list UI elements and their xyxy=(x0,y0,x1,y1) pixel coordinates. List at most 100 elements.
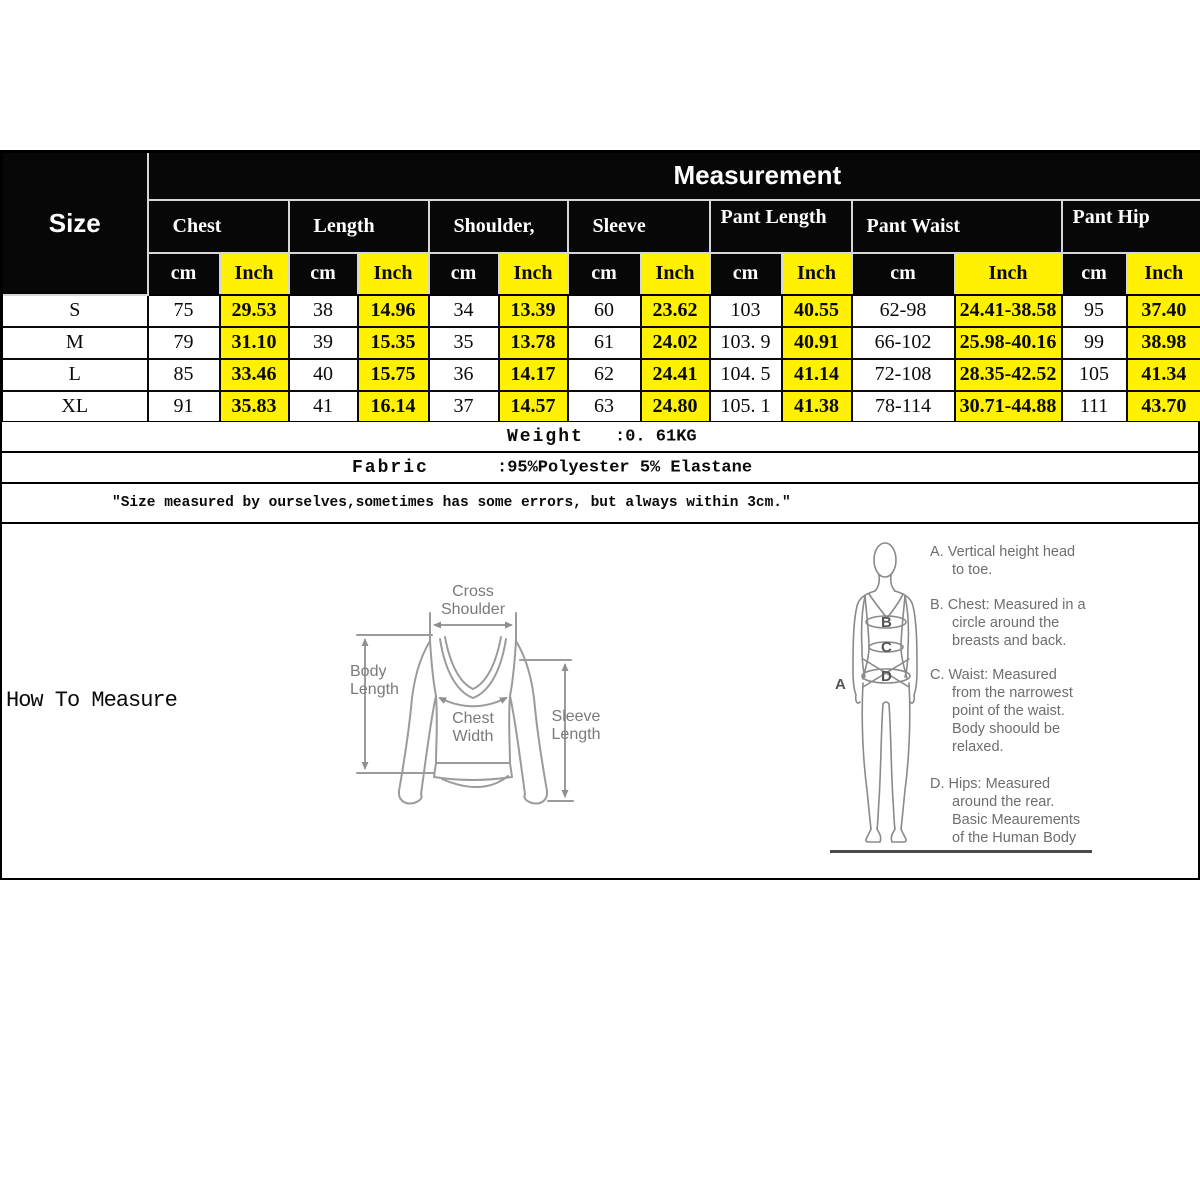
inch-value-cell: 15.35 xyxy=(356,325,430,360)
weight-value: :0. 61KG xyxy=(615,427,697,446)
cm-value-cell: 63 xyxy=(566,389,642,424)
size-value: L xyxy=(0,357,149,392)
table-row-s: S 75 29.53 38 14.96 34 13.39 60 23.62 10… xyxy=(0,293,1200,328)
fabric-value: :95%Polyester 5% Elastane xyxy=(497,458,753,477)
size-note: ″Size measured by ourselves,sometimes ha… xyxy=(112,495,791,511)
inch-value-cell: 15.75 xyxy=(356,357,430,392)
how-to-measure-section: How To Measure xyxy=(0,524,1200,880)
cm-value-cell: 105. 1 xyxy=(708,389,783,424)
cm-value-cell: 103 xyxy=(708,293,783,328)
inch-value-cell: 16.14 xyxy=(356,389,430,424)
figure-point-c: C xyxy=(881,639,892,656)
annotation-b: B. Chest: Measured in a circle around th… xyxy=(930,596,1110,650)
group-header-chest: Chest xyxy=(146,198,290,254)
cm-value-cell: 62-98 xyxy=(850,293,956,328)
cm-value-cell: 41 xyxy=(287,389,359,424)
inch-value-cell: 40.91 xyxy=(780,325,853,360)
annotation-line: point of the waist. xyxy=(952,703,1065,719)
cm-value-cell: 36 xyxy=(427,357,500,392)
annotation-line: around the rear. xyxy=(952,794,1055,810)
inch-value-cell: 31.10 xyxy=(218,325,290,360)
cm-value-cell: 72-108 xyxy=(850,357,956,392)
group-header-length: Length xyxy=(287,198,430,254)
group-header-pant-hip: Pant Hip xyxy=(1060,198,1200,254)
unit-header-inch: Inch xyxy=(356,251,430,296)
size-value: S xyxy=(0,293,149,328)
annotation-line: of the Human Body xyxy=(952,830,1077,846)
size-value: XL xyxy=(0,389,149,424)
inch-value-cell: 24.41-38.58 xyxy=(953,293,1063,328)
sleeve-length-label: Length xyxy=(552,726,601,743)
inch-value-cell: 41.38 xyxy=(780,389,853,424)
annotation-d: D. Hips: Measured around the rear. Basic… xyxy=(930,775,1110,847)
measurement-title: Measurement xyxy=(146,150,1200,201)
unit-header-cm: cm xyxy=(850,251,956,296)
cm-value-cell: 105 xyxy=(1060,357,1128,392)
group-header-sleeve: Sleeve xyxy=(566,198,711,254)
cm-value-cell: 75 xyxy=(146,293,221,328)
inch-value-cell: 13.78 xyxy=(497,325,569,360)
cm-value-cell: 35 xyxy=(427,325,500,360)
size-column-header: Size xyxy=(0,150,149,296)
group-header-pant-length: Pant Length xyxy=(708,198,853,254)
annotation-line: relaxed. xyxy=(952,739,1004,755)
figure-point-b: B xyxy=(881,614,892,631)
inch-value-cell: 24.02 xyxy=(639,325,711,360)
cross-shoulder-label: Cross xyxy=(452,583,494,600)
sleeve-length-label: Sleeve xyxy=(552,708,601,725)
cm-value-cell: 78-114 xyxy=(850,389,956,424)
unit-header-cm: cm xyxy=(1060,251,1128,296)
annotation-line: circle around the xyxy=(952,615,1060,631)
group-header-shoulder: Shoulder, xyxy=(427,198,569,254)
measurement-table: Size Measurement Chest Length Shoulder, … xyxy=(0,150,1200,424)
table-row-xl: XL 91 35.83 41 16.14 37 14.57 63 24.80 1… xyxy=(0,389,1200,424)
unit-header-inch: Inch xyxy=(1125,251,1200,296)
weight-row: Weight :0. 61KG xyxy=(0,422,1200,453)
cm-value-cell: 91 xyxy=(146,389,221,424)
cm-value-cell: 79 xyxy=(146,325,221,360)
cm-value-cell: 99 xyxy=(1060,325,1128,360)
inch-value-cell: 43.70 xyxy=(1125,389,1200,424)
chest-width-label: Chest xyxy=(452,710,494,727)
annotation-line: to toe. xyxy=(952,562,993,578)
cross-shoulder-label: Shoulder xyxy=(441,601,506,618)
cm-value-cell: 34 xyxy=(427,293,500,328)
group-header-pant-waist: Pant Waist xyxy=(850,198,1063,254)
inch-value-cell: 38.98 xyxy=(1125,325,1200,360)
cm-value-cell: 61 xyxy=(566,325,642,360)
fabric-label: Fabric xyxy=(352,457,429,478)
annotation-line: D. Hips: Measured xyxy=(930,776,1051,792)
inch-value-cell: 37.40 xyxy=(1125,293,1200,328)
inch-value-cell: 23.62 xyxy=(639,293,711,328)
unit-header-inch: Inch xyxy=(953,251,1063,296)
cm-value-cell: 103. 9 xyxy=(708,325,783,360)
inch-value-cell: 25.98-40.16 xyxy=(953,325,1063,360)
annotation-line: A. Vertical height head xyxy=(930,544,1076,560)
fabric-row: Fabric :95%Polyester 5% Elastane xyxy=(0,453,1200,484)
cm-value-cell: 85 xyxy=(146,357,221,392)
table-row-l: L 85 33.46 40 15.75 36 14.17 62 24.41 10… xyxy=(0,357,1200,392)
measure-annotations: A. Vertical height head to toe. B. Chest… xyxy=(930,524,1110,880)
annotation-line: Basic Meaurements xyxy=(952,812,1081,828)
cm-value-cell: 62 xyxy=(566,357,642,392)
inch-value-cell: 14.17 xyxy=(497,357,569,392)
unit-header-inch: Inch xyxy=(218,251,290,296)
inch-value-cell: 24.80 xyxy=(639,389,711,424)
unit-header-cm: cm xyxy=(708,251,783,296)
garment-measure-diagram: Cross Shoulder Body Length Chest Width S… xyxy=(350,583,601,805)
figure-point-a: A xyxy=(835,676,846,693)
inch-value-cell: 41.34 xyxy=(1125,357,1200,392)
unit-header-cm: cm xyxy=(146,251,221,296)
table-row-m: M 79 31.10 39 15.35 35 13.78 61 24.02 10… xyxy=(0,325,1200,360)
cm-value-cell: 40 xyxy=(287,357,359,392)
cm-value-cell: 95 xyxy=(1060,293,1128,328)
cm-value-cell: 66-102 xyxy=(850,325,956,360)
figure-point-d: D xyxy=(881,668,892,685)
inch-value-cell: 29.53 xyxy=(218,293,290,328)
inch-value-cell: 13.39 xyxy=(497,293,569,328)
how-to-measure-title: How To Measure xyxy=(6,688,178,713)
cm-value-cell: 38 xyxy=(287,293,359,328)
cm-value-cell: 37 xyxy=(427,389,500,424)
inch-value-cell: 14.96 xyxy=(356,293,430,328)
